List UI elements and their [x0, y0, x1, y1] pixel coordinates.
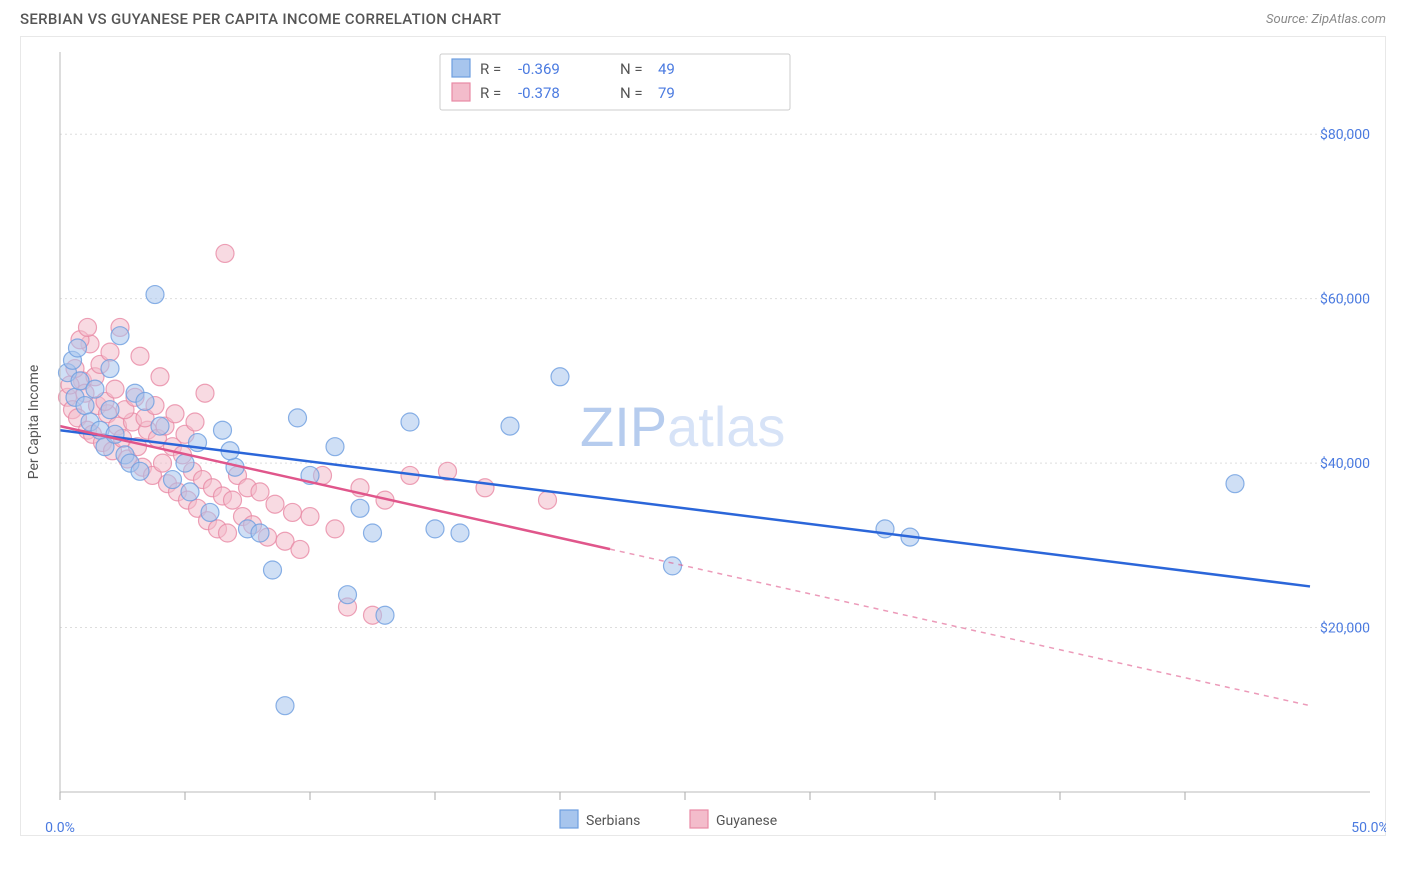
data-point: [251, 483, 269, 501]
data-point: [251, 524, 269, 542]
y-tick-label: $60,000: [1320, 291, 1370, 308]
data-point: [289, 409, 307, 427]
data-point: [101, 343, 119, 361]
legend-swatch: [690, 810, 708, 828]
data-point: [201, 503, 219, 521]
data-point: [426, 520, 444, 538]
data-point: [181, 483, 199, 501]
data-point: [326, 520, 344, 538]
data-point: [401, 413, 419, 431]
data-point: [131, 347, 149, 365]
data-point: [216, 244, 234, 262]
y-tick-label: $20,000: [1320, 620, 1370, 637]
legend-series-label: Guyanese: [716, 813, 777, 829]
data-point: [164, 471, 182, 489]
data-point: [284, 503, 302, 521]
data-point: [106, 380, 124, 398]
chart-container: $20,000 $40,000 $60,000 $80,000 ZIPatlas 0.0%…: [20, 36, 1386, 836]
data-point: [276, 697, 294, 715]
data-point: [86, 380, 104, 398]
watermark: ZIPatlas: [580, 395, 785, 458]
legend-swatch: [452, 59, 470, 77]
data-point: [664, 557, 682, 575]
data-point: [291, 540, 309, 558]
legend-n-value: 79: [658, 84, 675, 102]
data-point: [101, 401, 119, 419]
data-point: [101, 360, 119, 378]
data-point: [154, 454, 172, 472]
data-point: [131, 462, 149, 480]
legend-n-label: N =: [620, 60, 643, 78]
source-label: Source: ZipAtlas.com: [1266, 12, 1386, 27]
legend-swatch: [560, 810, 578, 828]
legend-r-value: -0.369: [518, 60, 560, 78]
data-point: [326, 438, 344, 456]
data-point: [219, 524, 237, 542]
legend-n-value: 49: [658, 60, 675, 78]
data-point: [69, 339, 87, 357]
data-point: [376, 606, 394, 624]
data-point: [501, 417, 519, 435]
data-point: [1226, 475, 1244, 493]
data-point: [136, 392, 154, 410]
data-point: [301, 508, 319, 526]
data-point: [539, 491, 557, 509]
data-point: [196, 384, 214, 402]
data-point: [166, 405, 184, 423]
legend-r-value: -0.378: [518, 84, 560, 102]
data-point: [451, 524, 469, 542]
legend-r-label: R =: [480, 84, 501, 102]
data-point: [146, 286, 164, 304]
data-point: [151, 368, 169, 386]
data-point: [214, 421, 232, 439]
x-tick-label: 50.0%: [1351, 820, 1386, 836]
data-point: [79, 318, 97, 336]
data-point: [224, 491, 242, 509]
legend-n-label: N =: [620, 84, 643, 102]
data-point: [176, 454, 194, 472]
chart-title: SERBIAN VS GUYANESE PER CAPITA INCOME CO…: [20, 10, 501, 28]
data-point: [264, 561, 282, 579]
data-point: [76, 397, 94, 415]
y-axis-title: Per Capita Income: [26, 365, 42, 480]
y-tick-label: $80,000: [1320, 126, 1370, 143]
data-point: [111, 327, 129, 345]
legend-r-label: R =: [480, 60, 501, 78]
data-point: [551, 368, 569, 386]
legend-swatch: [452, 83, 470, 101]
scatter-chart: $20,000 $40,000 $60,000 $80,000 ZIPatlas 0.0%…: [20, 36, 1386, 886]
data-point: [266, 495, 284, 513]
data-point: [351, 499, 369, 517]
x-tick-label: 0.0%: [45, 820, 75, 836]
data-point: [186, 413, 204, 431]
legend-series-label: Serbians: [586, 813, 640, 829]
data-point: [364, 524, 382, 542]
y-tick-label: $40,000: [1320, 455, 1370, 472]
data-point: [339, 586, 357, 604]
data-point: [151, 417, 169, 435]
